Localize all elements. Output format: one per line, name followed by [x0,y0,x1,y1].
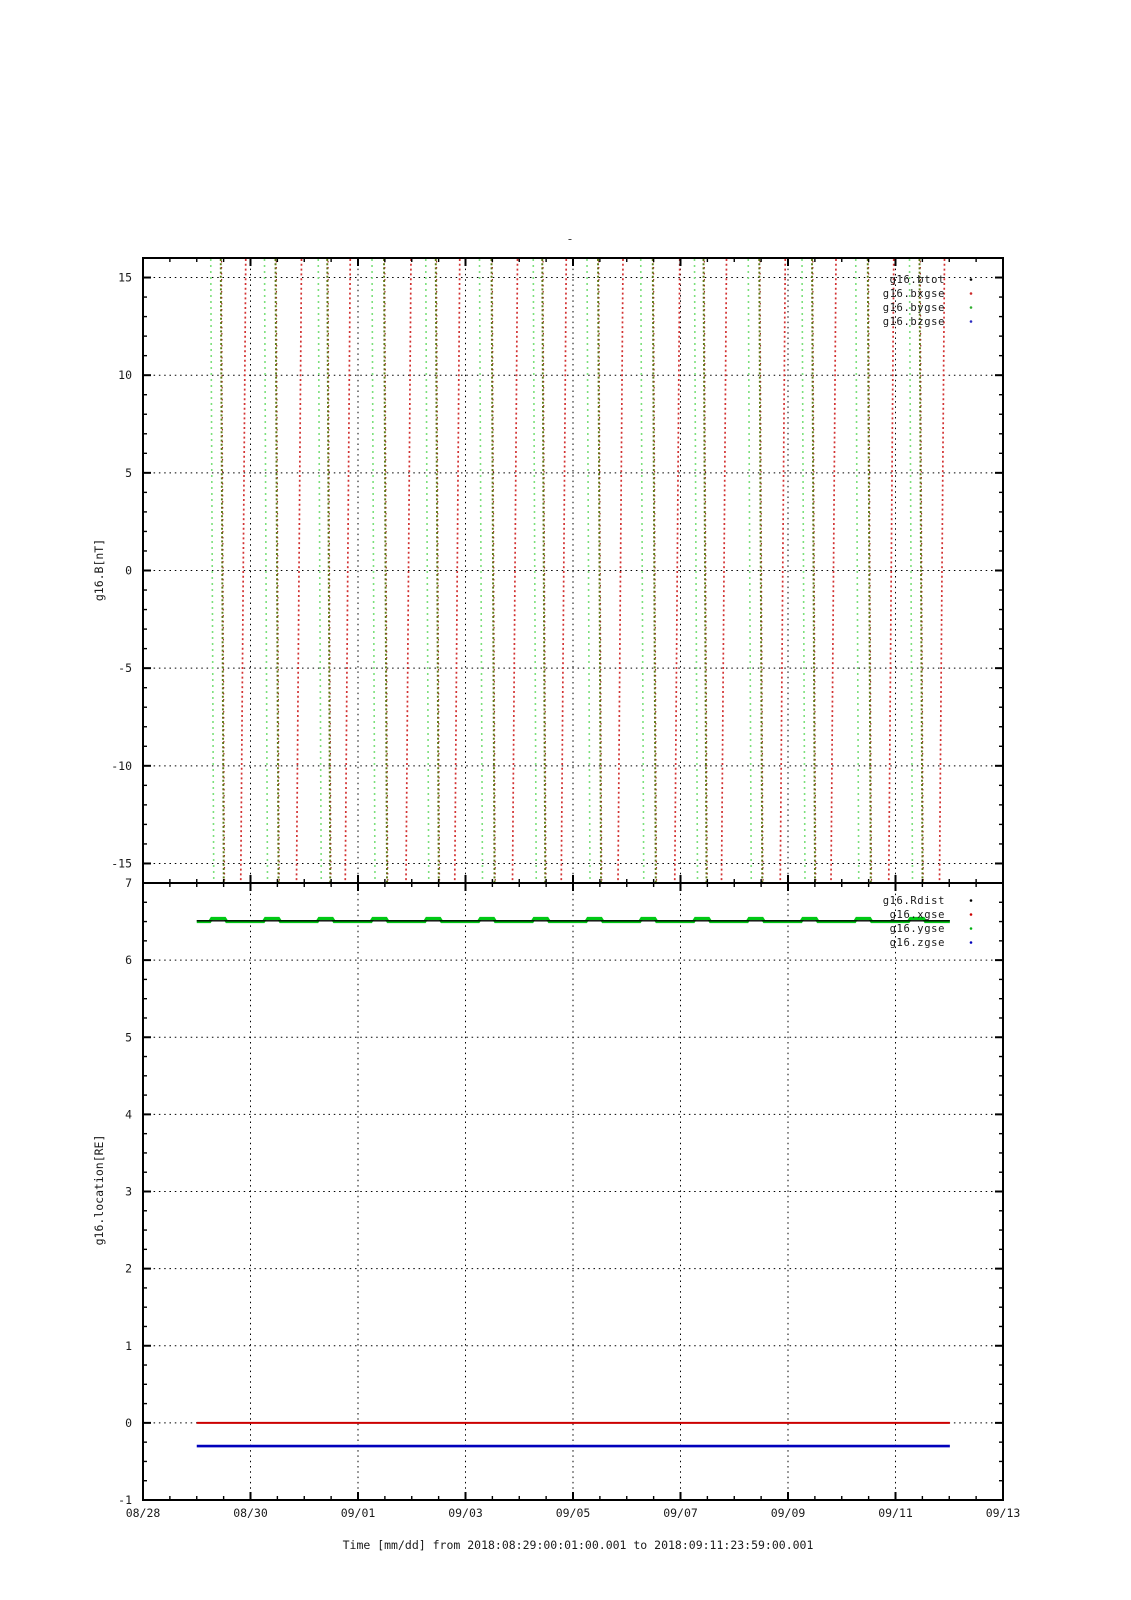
b-field-trace [639,258,645,883]
b-field-trace [586,258,591,883]
b-field-trace [938,258,946,883]
y-axis-label-location: g16.location[RE] [92,1135,106,1246]
legend-label: g16.bxgse [883,288,945,300]
b-field-trace [908,258,914,883]
y-axis-label-bfield: g16.B[nT] [92,539,106,601]
x-axis-label: Time [mm/dd] from 2018:08:29:00:01:00.00… [343,1538,814,1552]
b-field-trace [209,258,215,883]
b-field-trace [326,258,332,883]
b-field-trace [274,258,280,883]
y-tick-label: -15 [111,856,132,870]
b-field-trace [434,258,440,883]
y-tick-label: 6 [125,953,132,967]
y-tick-label: -5 [118,661,132,675]
y-tick-label: 1 [125,1339,132,1353]
legend-marker [969,941,973,944]
x-tick-label: 09/03 [448,1506,483,1520]
b-field-trace [560,258,568,883]
legend-label: g16.ygse [890,923,945,935]
b-field-trace [405,258,412,883]
legend-label: g16.Rdist [883,895,945,907]
x-tick-label: 09/09 [771,1506,806,1520]
y-tick-label: 5 [125,466,132,480]
b-field-trace [478,258,484,883]
b-field-trace [383,258,388,883]
b-field-trace [651,258,657,883]
legend-marker [969,899,973,902]
b-field-trace [532,258,538,883]
x-tick-label: 09/01 [341,1506,376,1520]
legend-marker [969,292,973,295]
legend-label: g16.bygse [883,302,945,314]
b-field-trace [887,258,895,883]
legend-label: g16.zgse [890,937,945,949]
x-tick-label: 09/07 [663,1506,698,1520]
b-field-trace [673,258,681,883]
legend-label: g16.bzgse [883,316,945,328]
b-field-trace [219,258,225,883]
b-field-trace [801,258,806,883]
b-field-trace [424,258,430,883]
legend-marker [969,278,973,281]
y-tick-label: 3 [125,1185,132,1199]
b-field-trace [811,258,816,883]
b-field-trace [779,258,787,883]
b-field-trace [693,258,699,883]
b-field-trace [239,258,247,883]
b-field-trace [344,258,352,883]
y-tick-label: 2 [125,1262,132,1276]
b-field-trace [541,258,547,883]
y-tick-label: 15 [118,271,132,285]
b-field-trace [295,258,303,883]
location-series-g16.ygse [196,916,950,924]
b-field-trace [597,258,602,883]
b-field-trace [758,258,764,883]
x-tick-label: 08/28 [126,1506,161,1520]
plot-title: - [566,232,573,246]
y-tick-label: 7 [125,876,132,890]
legend-marker [969,306,973,309]
legend-marker [969,320,973,323]
b-field-trace [317,258,323,883]
b-field-trace [720,258,728,883]
b-field-trace [918,258,924,883]
y-tick-label: 0 [125,564,132,578]
b-field-trace [263,258,269,883]
b-field-trace [830,258,837,883]
x-tick-label: 08/30 [233,1506,268,1520]
y-tick-label: 0 [125,1416,132,1430]
b-field-trace [866,258,872,883]
legend-marker [969,927,973,930]
legend-label: g16.btot [890,274,945,286]
b-field-trace [511,258,519,883]
b-field-trace [371,258,376,883]
x-tick-label: 09/13 [986,1506,1021,1520]
b-field-trace [490,258,496,883]
b-field-trace [453,258,461,883]
x-tick-label: 09/11 [878,1506,913,1520]
chart-render-area: 151050-5-10-15g16.btotg16.bxgseg16.bygse… [111,257,1021,1520]
y-tick-label: 5 [125,1030,132,1044]
y-tick-label: -10 [111,759,132,773]
b-field-trace [702,258,708,883]
legend-marker [969,913,973,916]
y-tick-label: 4 [125,1107,132,1121]
x-tick-label: 09/05 [556,1506,591,1520]
b-field-trace [617,258,624,883]
b-field-trace [747,258,753,883]
b-field-trace [854,258,860,883]
legend-label: g16.xgse [890,909,945,921]
y-tick-label: -1 [118,1493,132,1507]
y-tick-label: 10 [118,368,132,382]
